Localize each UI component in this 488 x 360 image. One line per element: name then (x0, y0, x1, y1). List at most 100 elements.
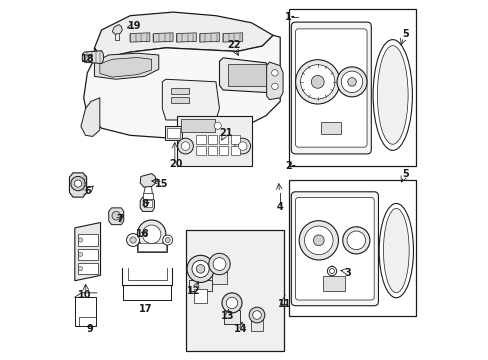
Circle shape (226, 297, 237, 309)
Circle shape (347, 77, 356, 86)
Bar (230, 135, 240, 144)
Bar (194, 289, 206, 303)
Circle shape (248, 307, 264, 323)
Circle shape (346, 231, 365, 249)
Text: 13: 13 (220, 311, 234, 321)
Text: 19: 19 (127, 21, 141, 31)
Circle shape (304, 226, 332, 255)
Polygon shape (176, 33, 196, 42)
Circle shape (234, 138, 250, 154)
Ellipse shape (372, 40, 411, 150)
Bar (196, 147, 205, 155)
Text: 4: 4 (276, 202, 282, 212)
Bar (196, 135, 205, 144)
Circle shape (213, 258, 225, 270)
Bar (323, 276, 344, 291)
Bar (207, 147, 217, 155)
Text: 15: 15 (155, 179, 168, 189)
Text: 21: 21 (219, 128, 232, 138)
Bar (219, 147, 228, 155)
Text: 6: 6 (84, 186, 91, 196)
Circle shape (130, 237, 136, 243)
Bar (211, 272, 227, 284)
Text: 18: 18 (81, 54, 94, 64)
Circle shape (329, 269, 334, 274)
Polygon shape (100, 58, 151, 77)
Text: 10: 10 (78, 290, 91, 300)
Text: 8: 8 (142, 199, 148, 209)
Polygon shape (162, 79, 219, 120)
Circle shape (271, 83, 278, 90)
Circle shape (336, 67, 366, 97)
Bar (78, 234, 98, 246)
FancyBboxPatch shape (291, 192, 378, 306)
Circle shape (112, 211, 121, 220)
Circle shape (271, 69, 278, 76)
Circle shape (163, 235, 172, 245)
Text: 11: 11 (277, 299, 291, 309)
FancyBboxPatch shape (295, 198, 373, 300)
Polygon shape (81, 98, 100, 136)
Polygon shape (83, 35, 280, 138)
Polygon shape (75, 297, 96, 326)
Circle shape (137, 220, 165, 249)
Circle shape (326, 266, 336, 276)
Circle shape (78, 266, 82, 271)
Circle shape (342, 227, 369, 254)
Circle shape (142, 225, 161, 244)
Polygon shape (223, 33, 242, 42)
Bar (189, 280, 212, 291)
Circle shape (186, 255, 214, 283)
Polygon shape (200, 33, 219, 42)
Text: 20: 20 (169, 159, 183, 169)
Bar (228, 64, 265, 86)
Bar (288, 9, 415, 166)
Bar (288, 180, 415, 316)
Bar (219, 135, 228, 144)
Circle shape (295, 60, 339, 104)
Polygon shape (130, 33, 149, 42)
Text: 5: 5 (402, 168, 408, 179)
Polygon shape (176, 116, 251, 166)
Circle shape (238, 142, 246, 150)
Text: 17: 17 (138, 304, 152, 314)
Polygon shape (171, 97, 189, 103)
Bar (167, 128, 180, 138)
Polygon shape (165, 126, 182, 140)
Bar (207, 135, 217, 144)
Circle shape (214, 122, 221, 129)
Bar (78, 263, 98, 274)
Circle shape (313, 235, 324, 246)
Polygon shape (219, 58, 272, 93)
Polygon shape (140, 197, 154, 211)
Bar (321, 122, 340, 134)
Circle shape (222, 293, 242, 313)
Circle shape (341, 71, 362, 93)
Ellipse shape (377, 46, 407, 144)
Polygon shape (94, 12, 272, 59)
Bar (143, 201, 151, 207)
Text: 22: 22 (227, 40, 241, 50)
Ellipse shape (383, 208, 408, 293)
Polygon shape (69, 173, 86, 197)
Text: 7: 7 (116, 213, 122, 224)
Text: 1-: 1- (285, 13, 295, 22)
Bar (230, 147, 240, 155)
Circle shape (74, 180, 81, 187)
Polygon shape (108, 208, 123, 225)
Circle shape (252, 311, 261, 319)
Bar (181, 119, 214, 132)
Circle shape (165, 238, 170, 243)
Circle shape (192, 260, 209, 278)
Bar (136, 242, 166, 252)
FancyBboxPatch shape (295, 29, 366, 147)
Polygon shape (94, 53, 159, 79)
Circle shape (208, 253, 230, 275)
Polygon shape (82, 51, 103, 64)
Polygon shape (171, 88, 189, 94)
FancyBboxPatch shape (291, 22, 370, 154)
Circle shape (71, 176, 85, 191)
Ellipse shape (378, 203, 413, 298)
Polygon shape (266, 62, 283, 100)
Bar (142, 193, 153, 199)
